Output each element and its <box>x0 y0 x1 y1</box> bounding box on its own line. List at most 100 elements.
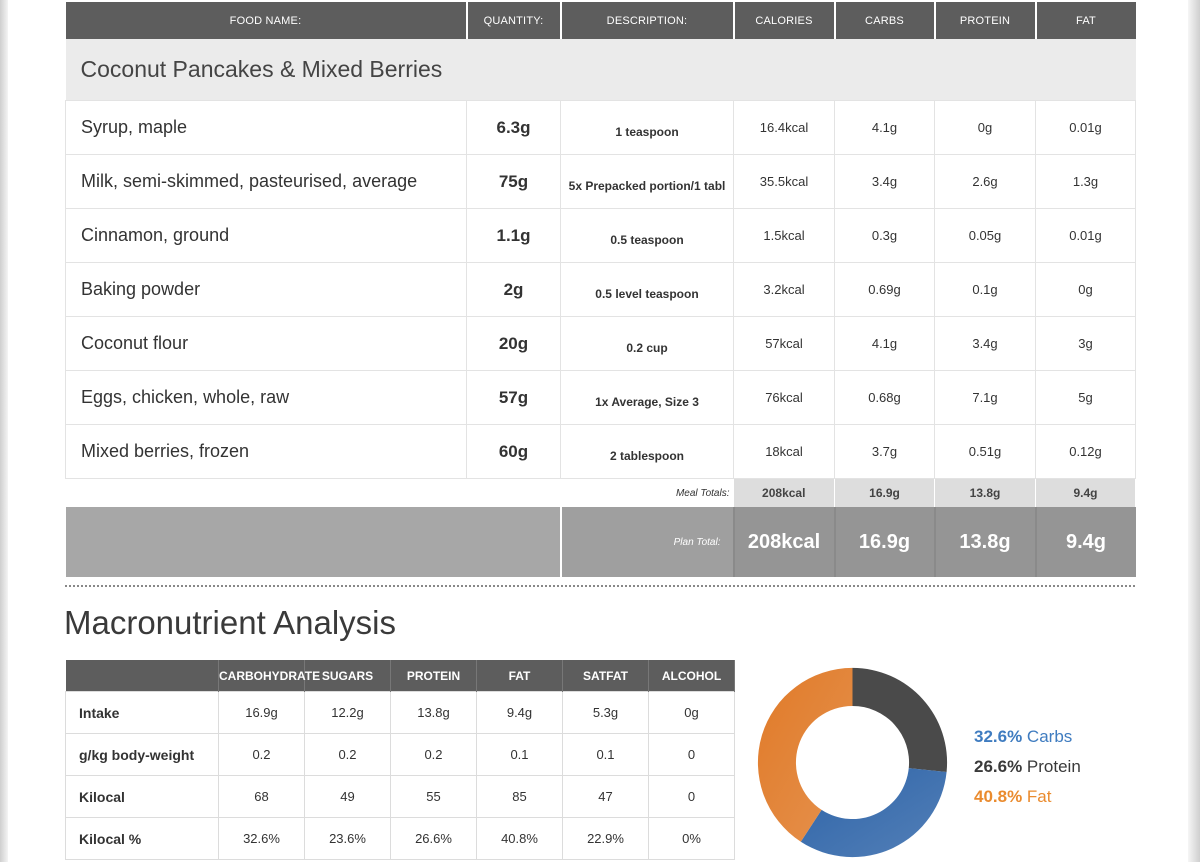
food-qty-cell: 20g <box>466 316 561 371</box>
legend-carbs: 32.6% Carbs <box>974 722 1081 752</box>
macro-header-carbohydrate: CARBOHYDRATE <box>218 660 320 692</box>
macro-value-cell: 68 <box>218 775 305 818</box>
food-row: Coconut flour 20g 0.2 cup 57kcal 4.1g 3.4g 3g <box>65 316 1136 371</box>
macro-value-cell: 0.2 <box>304 733 391 776</box>
food-qty-cell: 6.3g <box>466 100 561 155</box>
macro-row-label: Kilocal % <box>65 817 219 860</box>
meal-table-header: FOOD NAME: QUANTITY: DESCRIPTION: CALORI… <box>65 2 1136 39</box>
macro-value-cell: 32.6% <box>218 817 305 860</box>
food-cal-cell: 57kcal <box>733 316 835 371</box>
plan-total-spacer <box>65 507 562 577</box>
food-fat-cell: 0.01g <box>1035 208 1136 263</box>
plan-total-fat: 9.4g <box>1034 507 1136 577</box>
legend-protein-label: Protein <box>1022 757 1081 776</box>
macro-header-fat: FAT <box>476 660 563 692</box>
macro-row: Kilocal % 32.6% 23.6% 26.6% 40.8% 22.9% 0% <box>65 817 735 860</box>
food-cal-cell: 1.5kcal <box>733 208 835 263</box>
meal-title-row: Coconut Pancakes & Mixed Berries <box>65 39 1136 101</box>
food-protein-cell: 3.4g <box>934 316 1036 371</box>
food-name-cell: Baking powder <box>65 262 467 317</box>
macro-header-satfat: SATFAT <box>562 660 649 692</box>
macro-row-label: Kilocal <box>65 775 219 818</box>
donut-slice-fat <box>757 667 853 842</box>
legend-fat-label: Fat <box>1022 787 1052 806</box>
meal-totals-row: Meal Totals: 208kcal 16.9g 13.8g 9.4g <box>65 478 1136 507</box>
food-desc-cell: 0.2 cup <box>560 316 734 371</box>
food-fat-cell: 3g <box>1035 316 1136 371</box>
legend-carbs-label: Carbs <box>1022 727 1073 746</box>
food-desc-cell: 1x Average, Size 3 <box>560 370 734 425</box>
header-protein: PROTEIN <box>934 2 1037 39</box>
donut-slice-protein <box>852 667 948 772</box>
page-edge-right <box>1188 0 1200 862</box>
meal-plan-table: FOOD NAME: QUANTITY: DESCRIPTION: CALORI… <box>65 2 1136 577</box>
legend-protein: 26.6% Protein <box>974 752 1081 782</box>
meal-totals-label: Meal Totals: <box>65 478 734 507</box>
legend-protein-pct: 26.6% <box>974 757 1023 776</box>
macro-header-row: CARBOHYDRATE SUGARS PROTEIN FAT SATFAT A… <box>65 660 735 692</box>
macro-value-cell: 0.1 <box>562 733 649 776</box>
macro-value-cell: 85 <box>476 775 563 818</box>
food-carbs-cell: 0.69g <box>834 262 935 317</box>
header-food-name: FOOD NAME: <box>65 2 468 39</box>
macro-row: Kilocal 68 49 55 85 47 0 <box>65 775 735 818</box>
food-row: Baking powder 2g 0.5 level teaspoon 3.2kcal… <box>65 262 1136 317</box>
food-desc-cell: 0.5 level teaspoon <box>560 262 734 317</box>
food-carbs-cell: 3.7g <box>834 424 935 479</box>
macro-value-cell: 13.8g <box>390 691 477 734</box>
macro-header-alcohol: ALCOHOL <box>648 660 735 692</box>
food-fat-cell: 0.12g <box>1035 424 1136 479</box>
header-fat: FAT <box>1035 2 1136 39</box>
food-qty-cell: 57g <box>466 370 561 425</box>
macro-value-cell: 0% <box>648 817 735 860</box>
food-row: Eggs, chicken, whole, raw 57g 1x Average, … <box>65 370 1136 425</box>
plan-total-row: Plan Total: 208kcal 16.9g 13.8g 9.4g <box>65 507 1136 577</box>
food-row: Milk, semi-skimmed, pasteurised, average… <box>65 154 1136 209</box>
plan-total-carbs: 16.9g <box>833 507 935 577</box>
meal-totals-fat: 9.4g <box>1035 478 1136 507</box>
food-fat-cell: 0.01g <box>1035 100 1136 155</box>
macro-value-cell: 0.1 <box>476 733 563 776</box>
food-name-cell: Cinnamon, ground <box>65 208 467 263</box>
food-carbs-cell: 4.1g <box>834 316 935 371</box>
food-name-cell: Mixed berries, frozen <box>65 424 467 479</box>
macro-value-cell: 40.8% <box>476 817 563 860</box>
page-edge-left <box>0 0 8 862</box>
food-carbs-cell: 3.4g <box>834 154 935 209</box>
chart-legend: 32.6% Carbs 26.6% Protein 40.8% Fat <box>974 722 1081 812</box>
plan-total-protein: 13.8g <box>933 507 1036 577</box>
macro-value-cell: 22.9% <box>562 817 649 860</box>
macro-value-cell: 55 <box>390 775 477 818</box>
food-name-cell: Eggs, chicken, whole, raw <box>65 370 467 425</box>
food-protein-cell: 0.05g <box>934 208 1036 263</box>
macro-row-label: Intake <box>65 691 219 734</box>
food-carbs-cell: 4.1g <box>834 100 935 155</box>
food-carbs-cell: 0.3g <box>834 208 935 263</box>
plan-total-label: Plan Total: <box>560 507 734 577</box>
food-desc-cell: 5x Prepacked portion/1 tabl <box>560 154 734 209</box>
food-qty-cell: 1.1g <box>466 208 561 263</box>
macro-value-cell: 0 <box>648 775 735 818</box>
food-name-cell: Milk, semi-skimmed, pasteurised, average <box>65 154 467 209</box>
food-row: Syrup, maple 6.3g 1 teaspoon 16.4kcal 4.1g 0g… <box>65 100 1136 155</box>
food-name-cell: Coconut flour <box>65 316 467 371</box>
food-cal-cell: 16.4kcal <box>733 100 835 155</box>
macro-value-cell: 5.3g <box>562 691 649 734</box>
macro-value-cell: 16.9g <box>218 691 305 734</box>
header-calories: CALORIES <box>733 2 836 39</box>
meal-totals-protein: 13.8g <box>934 478 1036 507</box>
meal-title: Coconut Pancakes & Mixed Berries <box>65 39 1136 101</box>
food-row: Mixed berries, frozen 60g 2 tablespoon 18kc… <box>65 424 1136 479</box>
analysis-title: Macronutrient Analysis <box>64 604 396 641</box>
macro-value-cell: 0 <box>648 733 735 776</box>
macro-row: Intake 16.9g 12.2g 13.8g 9.4g 5.3g 0g <box>65 691 735 734</box>
food-qty-cell: 75g <box>466 154 561 209</box>
food-qty-cell: 60g <box>466 424 561 479</box>
macronutrient-table: CARBOHYDRATE SUGARS PROTEIN FAT SATFAT A… <box>65 660 735 860</box>
header-carbs: CARBS <box>834 2 936 39</box>
food-fat-cell: 1.3g <box>1035 154 1136 209</box>
meal-totals-calories: 208kcal <box>733 478 835 507</box>
macro-value-cell: 47 <box>562 775 649 818</box>
food-carbs-cell: 0.68g <box>834 370 935 425</box>
food-fat-cell: 0g <box>1035 262 1136 317</box>
